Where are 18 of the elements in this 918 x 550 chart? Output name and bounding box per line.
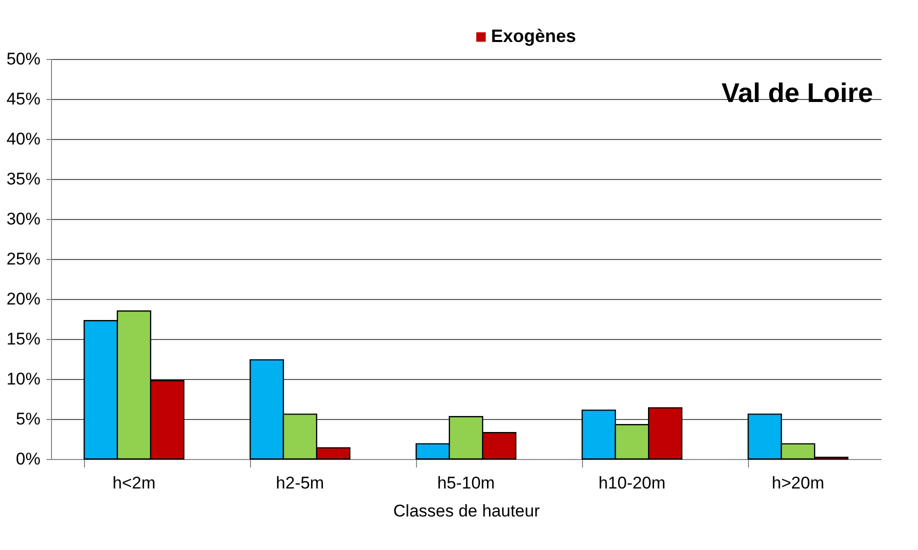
- y-tick-label: 40%: [6, 130, 40, 148]
- x-tick-label: h10-20m: [598, 474, 666, 492]
- y-tick-label: 50%: [6, 50, 40, 68]
- y-tick-label: 5%: [16, 410, 40, 428]
- y-tick-label: 20%: [6, 290, 40, 308]
- x-axis-title: Classes de hauteur: [393, 502, 540, 520]
- y-tick-label: 35%: [6, 170, 40, 188]
- x-tick-label: h<2m: [112, 474, 156, 492]
- y-tick-label: 25%: [6, 250, 40, 268]
- y-tick-label: 30%: [6, 210, 40, 228]
- y-tick-label: 10%: [6, 370, 40, 388]
- y-tick-label: 0%: [16, 450, 40, 468]
- legend-label: Exogènes: [491, 26, 576, 46]
- y-tick-label: 45%: [6, 90, 40, 108]
- x-tick-label: h2-5m: [276, 474, 324, 492]
- y-tick-label: 15%: [6, 330, 40, 348]
- x-tick-label: h>20m: [772, 474, 824, 492]
- x-tick-label: h5-10m: [437, 474, 495, 492]
